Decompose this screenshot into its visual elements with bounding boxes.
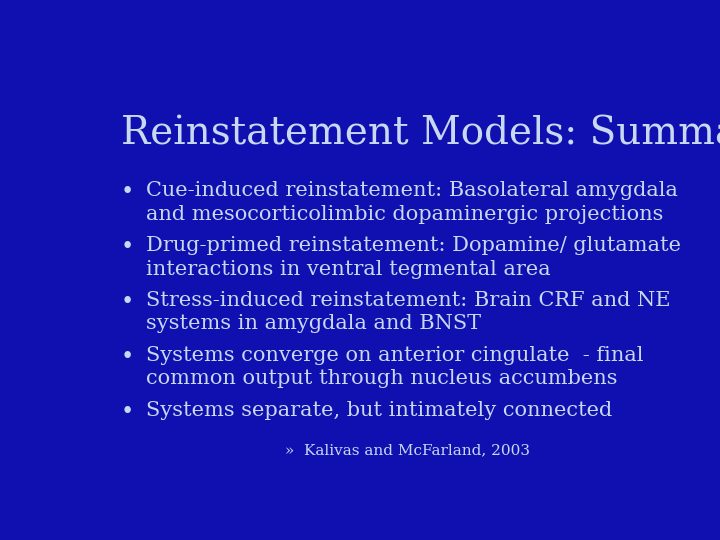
Text: Cue-induced reinstatement: Basolateral amygdala
and mesocorticolimbic dopaminerg: Cue-induced reinstatement: Basolateral a… [145, 181, 678, 224]
Text: Reinstatement Models: Summary: Reinstatement Models: Summary [121, 114, 720, 153]
Text: Drug-primed reinstatement: Dopamine/ glutamate
interactions in ventral tegmental: Drug-primed reinstatement: Dopamine/ glu… [145, 236, 681, 279]
Text: •: • [121, 236, 134, 258]
Text: •: • [121, 291, 134, 313]
Text: »  Kalivas and McFarland, 2003: » Kalivas and McFarland, 2003 [285, 444, 531, 458]
Text: •: • [121, 181, 134, 203]
Text: Stress-induced reinstatement: Brain CRF and NE
systems in amygdala and BNST: Stress-induced reinstatement: Brain CRF … [145, 291, 670, 334]
Text: •: • [121, 401, 134, 423]
Text: Systems converge on anterior cingulate  - final
common output through nucleus ac: Systems converge on anterior cingulate -… [145, 346, 643, 388]
Text: Systems separate, but intimately connected: Systems separate, but intimately connect… [145, 401, 612, 420]
Text: •: • [121, 346, 134, 368]
